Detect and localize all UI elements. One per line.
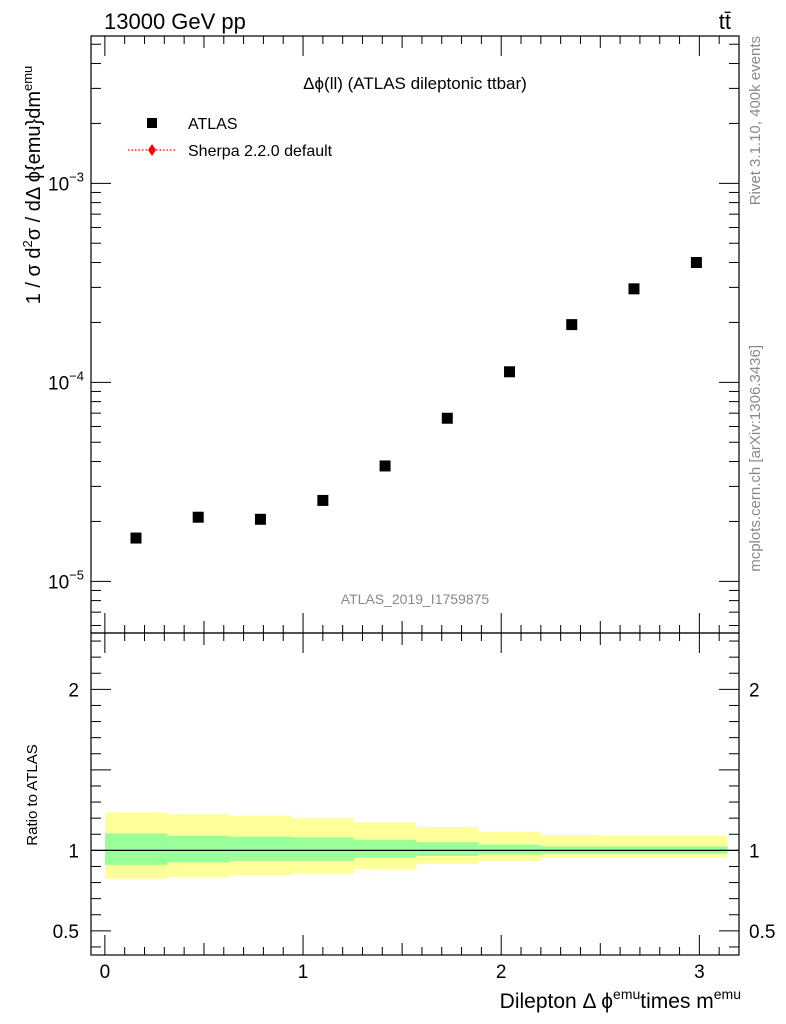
ratio-bands — [104, 812, 728, 879]
ratio-y-tick-label-right: 2 — [749, 680, 760, 701]
main-y-tick-label: 10−5 — [48, 567, 84, 593]
legend: ATLAS Sherpa 2.2.0 default — [128, 116, 333, 160]
ratio-inner-band-bin — [104, 833, 168, 865]
atlas-data-point — [566, 319, 578, 331]
ratio-inner-band-bin — [167, 835, 230, 863]
plot-title: Δϕ(ll) (ATLAS dileptonic ttbar) — [303, 74, 527, 93]
process-label: tt̄ — [719, 9, 731, 34]
ratio-frame — [90, 632, 740, 956]
analysis-watermark: ATLAS_2019_I1759875 — [341, 591, 490, 607]
x-tick-label: 0 — [100, 962, 111, 983]
ratio-inner-band-bin — [478, 844, 541, 855]
atlas-data-point — [130, 532, 142, 544]
ratio-y-axis-label: Ratio to ATLAS — [24, 744, 41, 845]
ratio-y-tick-label-right: 0.5 — [749, 922, 775, 943]
x-axis-label: Dilepton Δ ϕemutimes memu — [500, 986, 741, 1013]
main-y-tick-label: 10−4 — [48, 368, 84, 394]
atlas-data-point — [690, 257, 702, 269]
rivet-label: Rivet 3.1.10, 400k events — [747, 36, 764, 205]
ratio-axis-ticks — [91, 633, 740, 955]
ratio-inner-band-bin — [229, 836, 292, 861]
main-y-tick-label: 10−3 — [48, 169, 84, 195]
atlas-data-point — [504, 366, 516, 378]
x-tick-label: 3 — [694, 962, 705, 983]
ratio-y-tick-label-left: 0.5 — [53, 922, 79, 943]
mcplots-label: mcplots.cern.ch [arXiv:1306.3436] — [747, 345, 764, 572]
legend-sherpa-marker — [148, 144, 156, 156]
main-y-tick-labels: 10−5 10−4 10−3 — [48, 169, 84, 593]
atlas-data-point — [317, 494, 329, 506]
atlas-data-point — [379, 460, 391, 472]
x-tick-labels: 0 1 2 3 — [100, 962, 705, 983]
legend-atlas-marker — [147, 118, 157, 128]
atlas-data-point — [192, 511, 204, 523]
ratio-y-tick-labels: 0.5 0.5 1 1 2 2 — [53, 680, 776, 943]
legend-atlas-label: ATLAS — [188, 116, 238, 133]
x-tick-label: 1 — [298, 962, 309, 983]
legend-sherpa-label: Sherpa 2.2.0 default — [188, 143, 333, 160]
main-y-axis-label: 1 / σ d2σ / dΔ ϕ{emu}dmemu — [20, 66, 45, 305]
atlas-data-point — [441, 412, 453, 424]
ratio-y-tick-label-right: 1 — [749, 841, 760, 862]
ratio-outer-band-bin — [540, 835, 603, 858]
main-panel: 10−5 10−4 10−3 Δϕ(ll) (ATLAS dileptonic tt… — [20, 35, 740, 634]
ratio-y-tick-label-left: 2 — [68, 680, 79, 701]
ratio-inner-band-bin — [416, 842, 479, 856]
energy-label: 13000 GeV pp — [104, 9, 246, 34]
atlas-data-point — [254, 513, 266, 525]
ratio-y-tick-label-left: 1 — [68, 841, 79, 862]
main-plot-marks — [130, 257, 702, 544]
ratio-inner-band-bin — [291, 837, 354, 861]
atlas-data-point — [628, 283, 640, 295]
ratio-panel: 0.5 0.5 1 1 2 2 0 1 2 3 Ratio to ATLAS Dilepton … — [24, 632, 776, 1013]
x-tick-label: 2 — [496, 962, 507, 983]
ratio-inner-band-bin — [353, 839, 417, 858]
